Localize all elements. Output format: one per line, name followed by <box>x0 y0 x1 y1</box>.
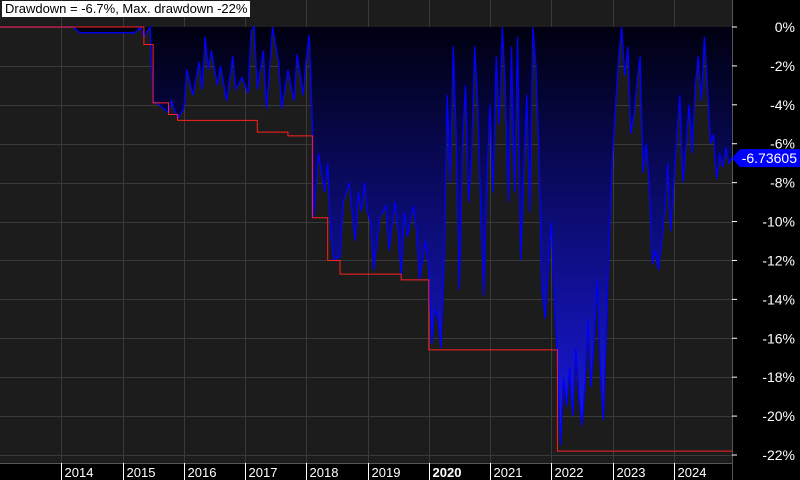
y-tick-label: -10% <box>762 214 795 230</box>
x-tick-label: 2021 <box>494 465 523 480</box>
drawdown-line <box>0 24 733 446</box>
x-axis: 2014 2015 2016 2017 2018 2019 2020 2021 2022 2023… <box>0 463 732 480</box>
area-layer <box>0 24 733 446</box>
max-drawdown-line <box>0 26 732 452</box>
y-tick-label: -4% <box>770 97 795 113</box>
last-value-flag <box>732 149 800 168</box>
x-tick-label: 2022 <box>555 465 584 480</box>
y-tick-label: -20% <box>762 408 795 424</box>
y-tick-label: -18% <box>762 369 795 385</box>
y-tick-label: 0% <box>775 19 795 35</box>
x-tick-label: 2015 <box>127 465 156 480</box>
x-tick-label: 2023 <box>617 465 646 480</box>
y-tick-label: -14% <box>762 291 795 307</box>
last-value-marker: -6.73605 <box>732 149 800 168</box>
x-tick-label: 2014 <box>65 465 94 480</box>
y-tick-label: -2% <box>770 58 795 74</box>
y-tick-label: -22% <box>762 447 795 463</box>
max-drawdown-layer <box>0 26 732 452</box>
last-value-label: -6.73605 <box>742 150 797 166</box>
chart-title: Drawdown = -6.7%, Max. drawdown -22% <box>2 1 251 17</box>
y-tick-label: -6% <box>770 136 795 152</box>
y-tick-label: -12% <box>762 252 795 268</box>
y-tick-label: -8% <box>770 175 795 191</box>
x-tick-label: 2018 <box>310 465 339 480</box>
x-tick-label: 2017 <box>249 465 278 480</box>
x-tick-label: 2024 <box>678 465 707 480</box>
x-tick-label: 2019 <box>372 465 401 480</box>
y-axis: 0% -2% -4% -6% -8% -10% -12% -14% -16% -18% -20% -2… <box>732 0 795 480</box>
x-tick-label: 2020 <box>433 465 462 480</box>
x-axis-strip <box>0 463 732 480</box>
y-tick-label: -16% <box>762 330 795 346</box>
drawdown-area-fill <box>0 27 732 446</box>
x-tick-label: 2016 <box>188 465 217 480</box>
